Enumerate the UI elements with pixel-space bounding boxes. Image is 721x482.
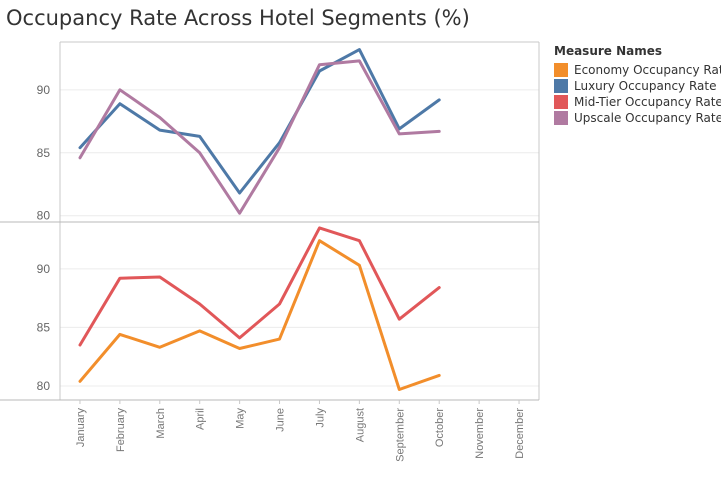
x-tick-label: August [354,408,366,442]
chart-title: Occupancy Rate Across Hotel Segments (%) [6,6,470,30]
y-tick-label: 90 [37,83,51,97]
legend-item[interactable]: Upscale Occupancy Rate [554,110,721,126]
x-tick-label: September [394,408,406,462]
x-tick-label: February [115,408,127,453]
legend-item[interactable]: Luxury Occupancy Rate [554,78,721,94]
legend-item[interactable]: Economy Occupancy Rate [554,62,721,78]
legend-title: Measure Names [554,44,663,58]
legend-label: Upscale Occupancy Rate [574,111,721,125]
legend-item[interactable]: Mid-Tier Occupancy Rate [554,94,721,110]
x-tick-label: March [155,408,167,439]
x-tick-label: April [195,408,207,430]
legend-swatch [554,63,568,77]
x-tick-label: November [474,408,486,459]
x-tick-label: January [75,408,87,448]
y-tick-label: 85 [37,320,51,334]
x-tick-label: December [514,408,526,459]
x-tick-label: July [315,408,327,428]
legend-swatch [554,111,568,125]
y-tick-label: 80 [37,209,51,223]
legend-swatch [554,79,568,93]
legend-swatch [554,95,568,109]
legend-items: Economy Occupancy Rate Luxury Occupancy R… [554,62,721,126]
series-line-2 [78,59,441,215]
y-tick-label: 90 [37,262,51,276]
series-line-2 [78,226,441,347]
legend: Measure Names Economy Occupancy Rate Luxu… [554,44,721,126]
legend-label: Luxury Occupancy Rate [574,79,717,93]
y-tick-label: 80 [37,379,51,393]
x-tick-label: October [434,408,446,447]
y-tick-label: 85 [37,146,51,160]
x-tick-label: June [275,408,287,432]
series-line-1 [78,239,441,391]
legend-label: Economy Occupancy Rate [574,63,721,77]
series-line-1 [78,48,441,195]
legend-label: Mid-Tier Occupancy Rate [574,95,721,109]
x-tick-label: May [235,408,247,429]
